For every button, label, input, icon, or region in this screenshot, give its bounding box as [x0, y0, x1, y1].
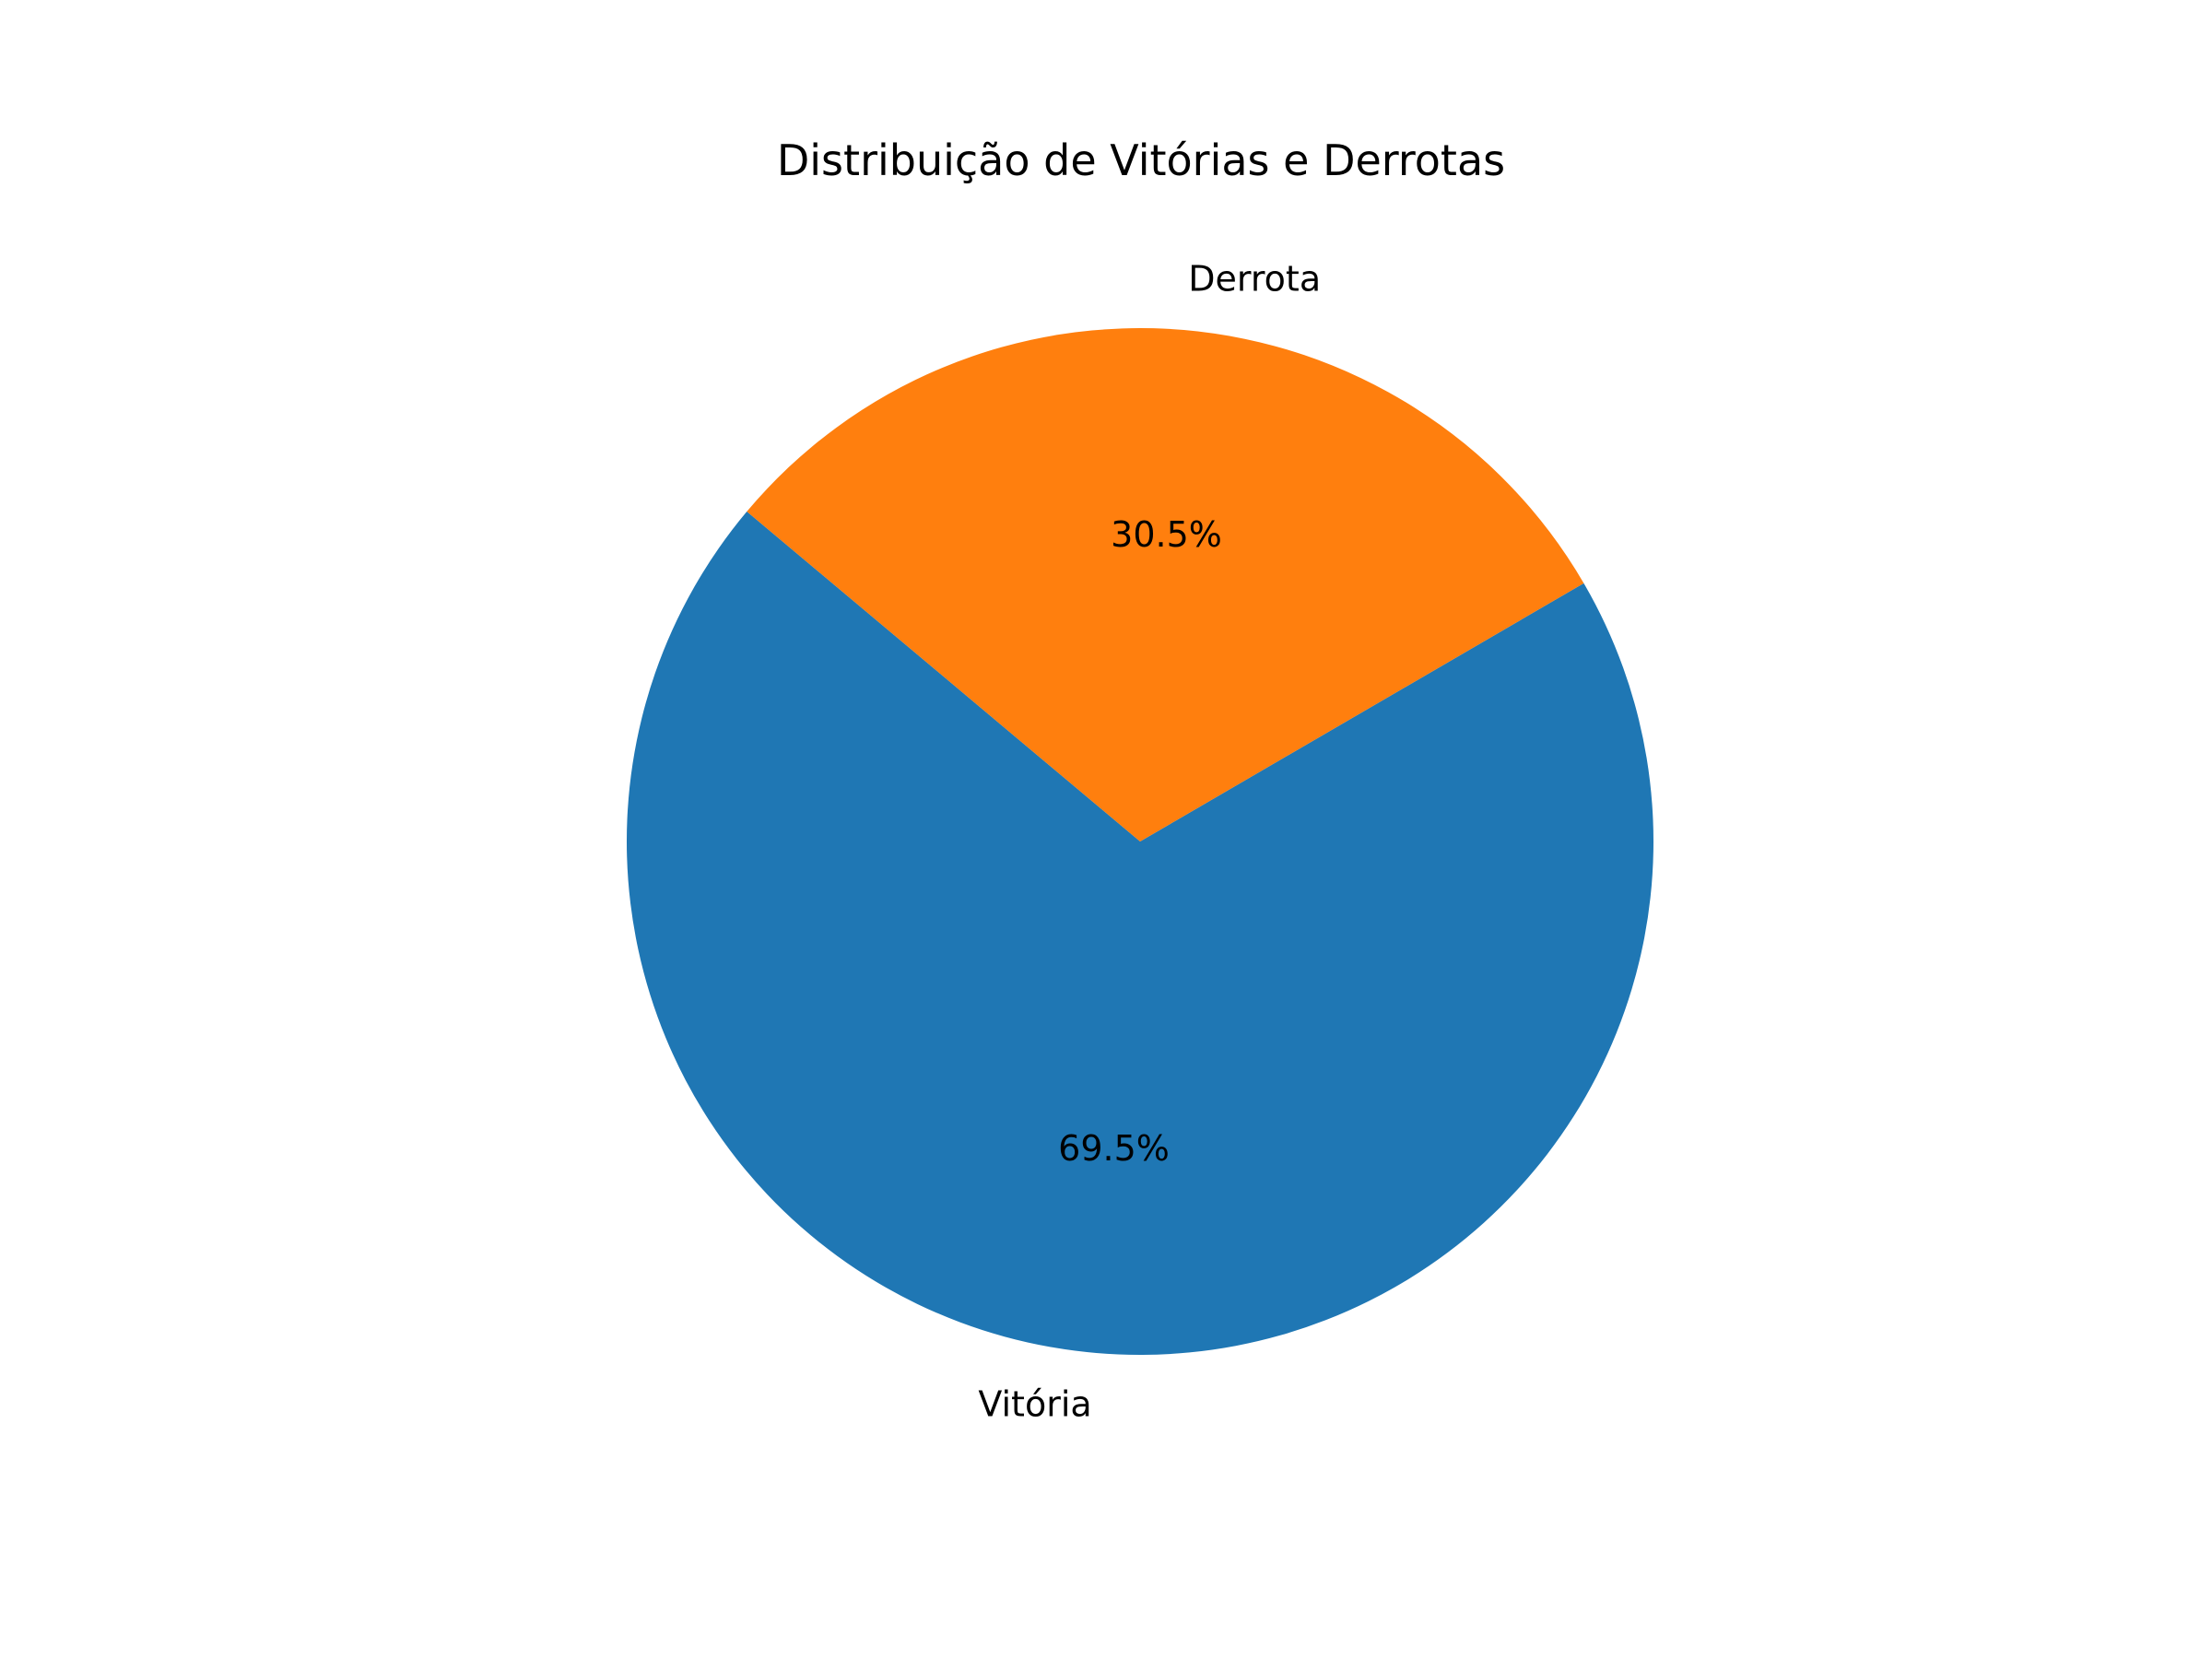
pie-pct-label: 69.5%	[1058, 1128, 1170, 1169]
pie-slices	[626, 328, 1653, 1356]
pie-pct-label: 30.5%	[1111, 514, 1222, 555]
pie-category-label: Vitória	[978, 1384, 1091, 1425]
pie-slice-vitoria	[626, 511, 1653, 1356]
pie-category-label: Derrota	[1188, 259, 1321, 300]
chart-title: Distribuição de Vitórias e Derrotas	[777, 135, 1505, 185]
pie-slice-derrota	[747, 328, 1584, 841]
pie-labels: 69.5% Vitória 30.5% Derrota	[978, 259, 1321, 1425]
